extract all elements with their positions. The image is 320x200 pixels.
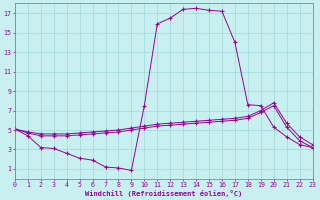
X-axis label: Windchill (Refroidissement éolien,°C): Windchill (Refroidissement éolien,°C) [85, 190, 242, 197]
